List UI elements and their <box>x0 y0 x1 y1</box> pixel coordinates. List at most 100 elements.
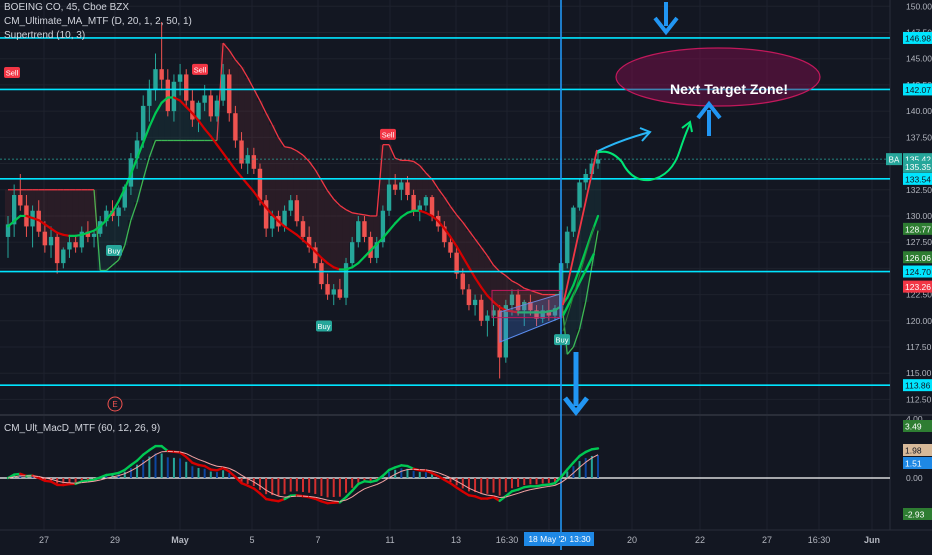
candle-body <box>43 232 47 246</box>
candle-body <box>92 234 96 237</box>
macd-line-segment <box>592 448 598 449</box>
time-cursor-label: 18 May '20 <box>528 534 570 544</box>
candle-body <box>73 242 77 247</box>
supertrend-indicator-label[interactable]: Supertrend (10, 3) <box>4 30 85 41</box>
time-axis-label: Jun <box>864 535 880 545</box>
candle-body <box>338 289 342 297</box>
signal-line-segment <box>82 482 88 483</box>
time-axis-label: 7 <box>315 535 320 545</box>
candle-body <box>301 221 305 237</box>
time-axis-label: 29 <box>110 535 120 545</box>
supertrend-fill <box>380 145 386 211</box>
candle-body <box>215 101 219 117</box>
supertrend-fill <box>288 148 294 200</box>
candle-body <box>393 185 397 190</box>
price-tick-label: 115.00 <box>906 368 932 378</box>
candle-body <box>147 90 151 106</box>
time-axis-label: 16:30 <box>496 535 519 545</box>
price-tag-value: 135.35 <box>905 162 931 172</box>
price-tick-label: 145.00 <box>906 54 932 64</box>
price-tick-label: 120.00 <box>906 316 932 326</box>
candle-body <box>55 237 59 263</box>
macd-tick-label: 0.00 <box>906 473 923 483</box>
supertrend-fill <box>269 125 275 216</box>
candle-body <box>252 155 256 169</box>
ma-indicator-label[interactable]: CM_Ultimate_MA_MTF (D, 20, 1, 2, 50, 1) <box>4 16 192 27</box>
supertrend-fill <box>423 173 429 197</box>
buy-signal-label: Buy <box>318 322 331 331</box>
price-tag-value: 113.86 <box>905 381 931 391</box>
supertrend-fill <box>417 166 423 206</box>
candle-body <box>116 208 120 216</box>
macd-tag-value: 1.51 <box>905 459 922 469</box>
price-tag-value: 126.06 <box>905 253 931 263</box>
target-zone-label: Next Target Zone! <box>670 81 788 97</box>
macd-indicator-label[interactable]: CM_Ult_MacD_MTF (60, 12, 26, 9) <box>4 423 160 434</box>
candle-body <box>565 232 569 263</box>
candle-body <box>221 74 225 100</box>
signal-line-segment <box>76 483 82 484</box>
candle-body <box>166 80 170 111</box>
signal-line-segment <box>487 495 493 496</box>
price-tag-value: 142.07 <box>905 85 931 95</box>
macd-tag-value: -2.93 <box>905 510 925 520</box>
price-tag-value: 128.77 <box>905 224 931 234</box>
candle-body <box>356 221 360 242</box>
candle-body <box>467 289 471 305</box>
price-tick-label: 137.50 <box>906 132 932 142</box>
price-tick-label: 130.00 <box>906 211 932 221</box>
candle-body <box>227 74 231 113</box>
candle-body <box>473 300 477 305</box>
supertrend-fill <box>109 216 115 265</box>
macd-tag-value: 3.49 <box>905 422 922 432</box>
candle-body <box>571 208 575 232</box>
price-tag-value: 133.54 <box>905 174 931 184</box>
candle-body <box>202 95 206 102</box>
candle-body <box>448 242 452 252</box>
symbol-title: BOEING CO, 45, Cboe BZX <box>4 2 129 13</box>
candle-body <box>325 284 329 294</box>
candle-body <box>596 159 600 163</box>
time-axis-label: May <box>171 535 189 545</box>
signal-line-segment <box>63 482 69 483</box>
price-tag-value: 146.98 <box>905 33 931 43</box>
time-axis-label: 27 <box>39 535 49 545</box>
candle-body <box>67 242 71 249</box>
candle-body <box>430 197 434 216</box>
time-axis-label: 27 <box>762 535 772 545</box>
time-axis-label: 16:30 <box>808 535 831 545</box>
candle-body <box>141 106 145 141</box>
candle-body <box>387 185 391 211</box>
price-tick-label: 150.00 <box>906 1 932 11</box>
price-tick-label: 140.00 <box>906 106 932 116</box>
symbol-tag-label: BA <box>889 156 900 165</box>
candle-body <box>196 103 200 120</box>
supertrend-fill <box>484 256 490 316</box>
time-axis-label: 22 <box>695 535 705 545</box>
price-tag-value: 123.26 <box>905 282 931 292</box>
candle-body <box>454 253 458 274</box>
candle-body <box>258 169 262 200</box>
sell-signal-label: Sell <box>382 130 395 139</box>
sell-signal-label: Sell <box>194 65 207 74</box>
price-tick-label: 112.50 <box>906 394 932 404</box>
price-tick-label: 117.50 <box>906 342 932 352</box>
candle-body <box>159 69 163 79</box>
signal-line-segment <box>33 476 39 477</box>
candle-body <box>461 274 465 290</box>
candle-body <box>49 237 53 245</box>
candle-body <box>405 182 409 195</box>
price-tick-label: 127.50 <box>906 237 932 247</box>
candle-body <box>362 221 366 237</box>
candle-body <box>209 95 213 116</box>
candle-body <box>18 195 22 205</box>
candle-body <box>577 182 581 207</box>
target-zone-ellipse <box>616 48 820 106</box>
candle-body <box>319 263 323 284</box>
candle-body <box>479 300 483 321</box>
supertrend-fill <box>91 190 97 234</box>
supertrend-fill <box>472 239 478 300</box>
earnings-event-label: E <box>112 400 117 409</box>
